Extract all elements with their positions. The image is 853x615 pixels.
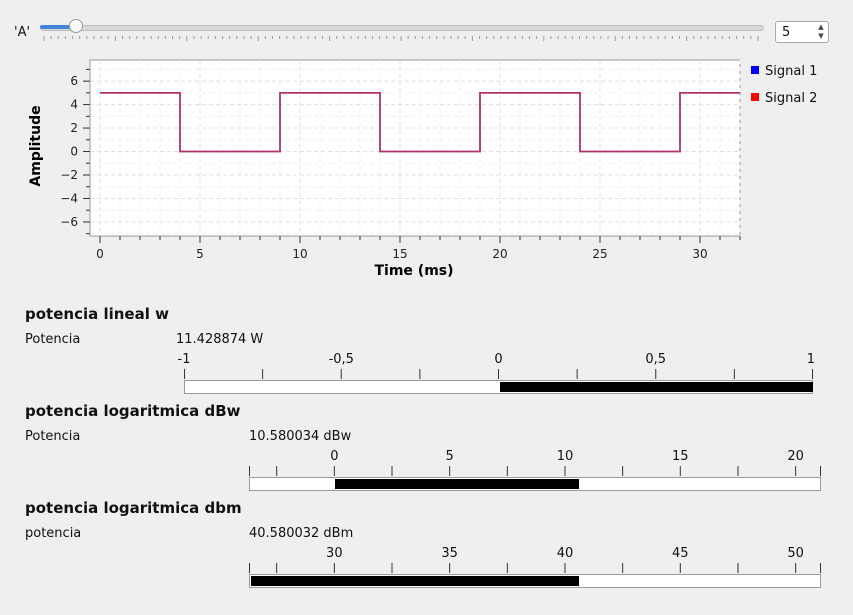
gauge-dbm: 30 35 40 45 50 (249, 546, 821, 588)
slider-fill (40, 25, 77, 29)
section-title-lineal: potencia lineal w (25, 305, 169, 323)
legend-swatch-signal-1 (751, 66, 759, 74)
gauge-tick-label: 35 (441, 546, 458, 561)
row-value-dbm: 40.580032 dBm (249, 526, 354, 541)
value-spinbox[interactable]: 5 ▲ ▼ (775, 21, 829, 43)
gauge-tick-label: 5 (445, 449, 454, 464)
gauge-lineal: -1 -0,5 0 0,5 1 (178, 352, 815, 394)
legend-swatch-signal-2 (751, 93, 759, 101)
gauge-tick-label: 1 (806, 352, 815, 367)
gauge-tick-marks (184, 369, 813, 379)
gauge-bar (184, 380, 813, 394)
row-value-lineal: 11.428874 W (176, 332, 264, 347)
y-tick-label: −6 (60, 215, 78, 229)
gauge-bar (249, 477, 821, 491)
plot-area (89, 59, 741, 237)
slider-handle[interactable] (69, 19, 84, 33)
gauge-tick-label: 0,5 (645, 352, 667, 367)
section-title-dbw: potencia logaritmica dBw (25, 402, 241, 420)
gauge-tick-label: -1 (177, 352, 191, 367)
plot-legend: Signal 1 Signal 2 (751, 64, 817, 106)
legend-label: Signal 2 (765, 91, 818, 106)
plot-grid (90, 60, 741, 236)
legend-label: Signal 1 (765, 64, 818, 79)
gauge-tick-label: 0 (330, 449, 339, 464)
gauge-tick-marks (249, 466, 821, 476)
y-axis-label: Amplitude (28, 105, 44, 186)
section-title-dbm: potencia logaritmica dbm (25, 499, 242, 517)
legend-item-signal-2[interactable]: Signal 2 (751, 91, 817, 106)
y-tick-label: 2 (70, 121, 78, 135)
gauge-tick-label: -0,5 (328, 352, 354, 367)
gauge-fill (499, 382, 813, 392)
x-tick-label: 5 (196, 247, 204, 261)
signal-trace (100, 92, 740, 153)
gauge-tick-label: 40 (556, 546, 574, 561)
gauge-tick-label: 15 (672, 449, 689, 464)
gauge-bar (249, 574, 821, 588)
gauge-tick-label: 10 (556, 449, 574, 464)
legend-item-signal-1[interactable]: Signal 1 (751, 64, 817, 79)
plot-traces (100, 92, 740, 153)
y-tick-label: 6 (70, 74, 78, 88)
x-axis-label: Time (ms) (374, 263, 453, 279)
y-tick-label: −4 (60, 191, 78, 205)
x-tick-label: 30 (692, 247, 707, 261)
row-label-dbw: Potencia (25, 429, 81, 444)
x-tick-label: 0 (96, 247, 104, 261)
gauge-tick-label: 45 (672, 546, 689, 561)
slider-track[interactable] (40, 25, 764, 31)
spinbox-value[interactable]: 5 (782, 25, 791, 40)
gauge-tick-label: 30 (326, 546, 343, 561)
gauge-fill (335, 479, 580, 489)
x-tick-label: 25 (592, 247, 607, 261)
x-tick-label: 20 (492, 247, 507, 261)
gauge-dbw: 0 5 10 15 20 (249, 449, 821, 491)
x-tick-label: 15 (392, 247, 407, 261)
row-label-lineal: Potencia (25, 332, 81, 347)
row-label-dbm: potencia (25, 526, 82, 541)
row-value-dbw: 10.580034 dBw (249, 429, 352, 444)
y-tick-label: 0 (70, 145, 78, 159)
gauge-fill (251, 576, 580, 586)
gauge-tick-label: 20 (787, 449, 804, 464)
y-tick-label: 4 (70, 98, 78, 112)
gauge-tick-label: 0 (494, 352, 503, 367)
x-tick-label: 10 (292, 247, 307, 261)
slider-ticks (43, 36, 759, 41)
spin-up-icon[interactable]: ▲ (818, 23, 824, 31)
y-tick-label: −2 (60, 168, 78, 182)
slider-label: 'A' (14, 25, 31, 40)
gauge-tick-marks (249, 563, 821, 573)
gauge-tick-label: 50 (787, 546, 804, 561)
spin-down-icon[interactable]: ▼ (818, 32, 824, 40)
